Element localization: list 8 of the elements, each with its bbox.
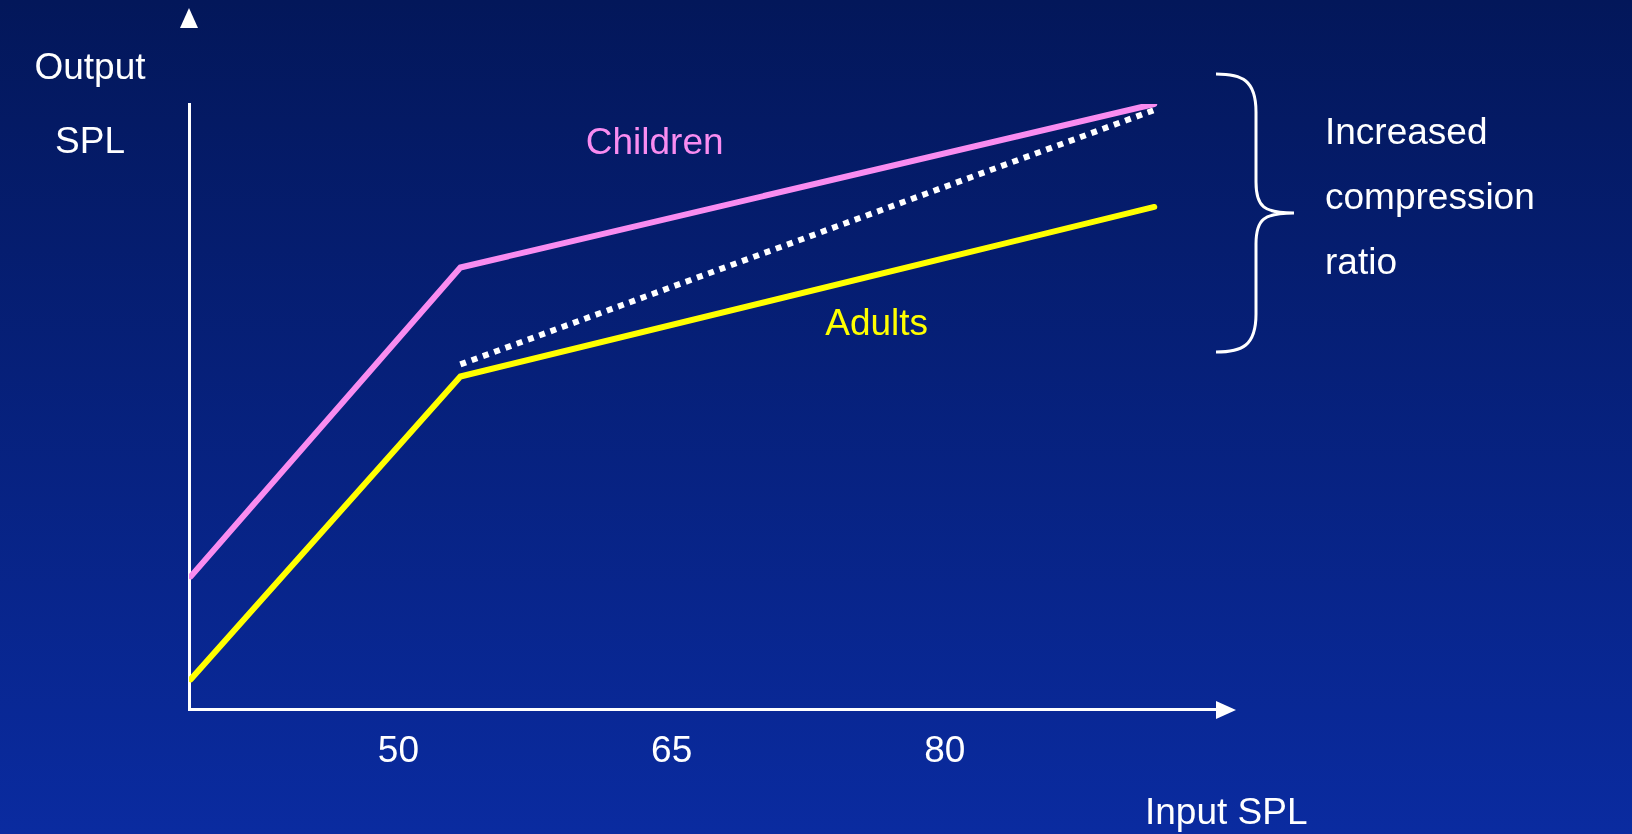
text: Increased compression ratio xyxy=(1325,110,1536,284)
y-axis-title: Output SPL xyxy=(33,45,147,163)
series-label: Adults xyxy=(825,301,929,343)
x-tick-label: 80 xyxy=(924,729,966,770)
x-tick-label: 65 xyxy=(651,729,693,770)
x-axis-title: Input SPL xyxy=(1145,790,1308,834)
x-tick-label: 50 xyxy=(377,729,420,770)
series-label: Children xyxy=(585,120,724,162)
